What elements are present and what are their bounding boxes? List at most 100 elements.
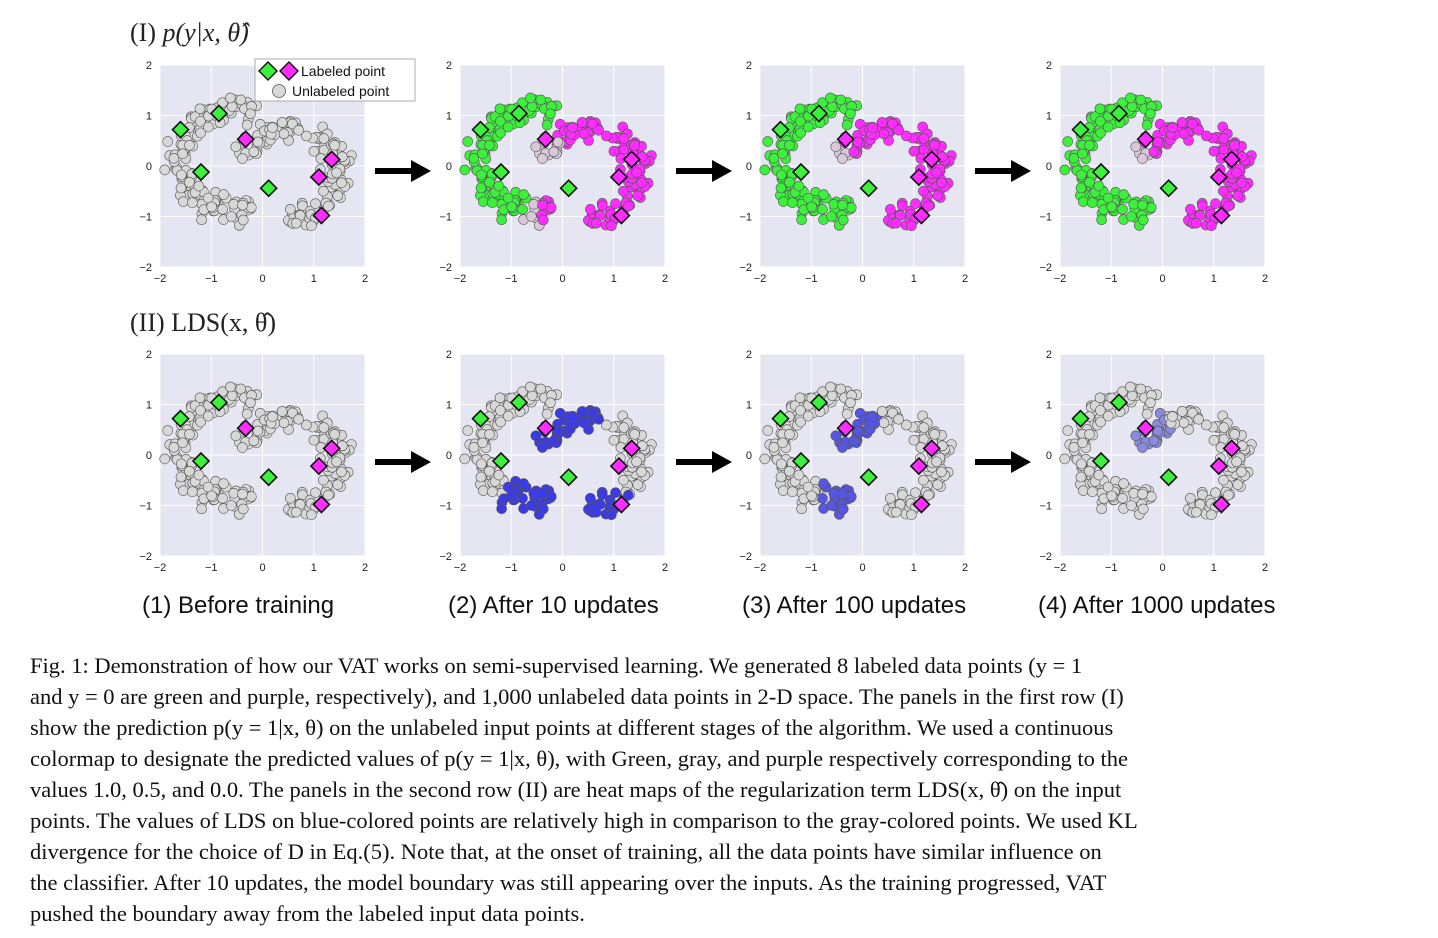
- unlabeled-point: [285, 204, 296, 215]
- labeled-point-magenta: [912, 495, 931, 514]
- unlabeled-point: [817, 204, 828, 215]
- unlabeled-point: [175, 182, 187, 194]
- row-label-II-expr: LDS(x, θ̂): [171, 308, 277, 337]
- row-label-I-roman: (I): [130, 18, 156, 47]
- unlabeled-point: [576, 406, 588, 417]
- x-tick-label: 2: [362, 273, 368, 285]
- unlabeled-point: [548, 146, 560, 158]
- unlabeled-point: [517, 204, 528, 215]
- unlabeled-point: [187, 486, 198, 498]
- unlabeled-point: [225, 92, 236, 104]
- y-tick-label: 0: [1046, 161, 1052, 173]
- unlabeled-point: [636, 177, 647, 189]
- unlabeled-point: [290, 217, 302, 229]
- unlabeled-point: [193, 180, 205, 192]
- unlabeled-point: [537, 214, 549, 226]
- unlabeled-point: [876, 406, 888, 417]
- unlabeled-point: [159, 453, 171, 465]
- y-tick-label: 2: [1046, 349, 1052, 361]
- unlabeled-point: [1223, 200, 1234, 212]
- unlabeled-point: [1218, 133, 1230, 144]
- unlabeled-point: [537, 199, 548, 211]
- unlabeled-point: [293, 413, 304, 425]
- unlabeled-point: [623, 200, 634, 212]
- unlabeled-point: [237, 442, 248, 453]
- unlabeled-point: [218, 478, 229, 489]
- unlabeled-point: [795, 405, 806, 416]
- unlabeled-point: [248, 435, 260, 447]
- unlabeled-point: [494, 392, 506, 404]
- unlabeled-point: [1118, 478, 1129, 489]
- unlabeled-point: [217, 204, 228, 215]
- x-tick-label: −1: [505, 273, 518, 285]
- unlabeled-point: [503, 410, 514, 422]
- labeled-point-magenta: [536, 419, 555, 438]
- y-tick-label: 1: [746, 400, 752, 412]
- scatter-panel-r2-c4: −2 −1 0 1 2 2 1 0 −1 −2: [1039, 349, 1268, 574]
- unlabeled-point: [1106, 201, 1117, 213]
- unlabeled-point: [496, 214, 507, 226]
- caption-line: show the prediction p(y = 1|x, θ) on the…: [30, 715, 1114, 740]
- labeled-point-magenta: [609, 167, 629, 187]
- unlabeled-point: [310, 487, 321, 499]
- unlabeled-point: [784, 465, 795, 477]
- y-tick-label: 2: [146, 349, 152, 361]
- unlabeled-point: [796, 214, 807, 226]
- unlabeled-point: [459, 164, 471, 176]
- unlabeled-point: [787, 197, 798, 209]
- labeled-point-magenta: [1136, 130, 1155, 149]
- y-tick-label: −2: [439, 551, 452, 563]
- unlabeled-point: [495, 416, 506, 428]
- unlabeled-point: [1152, 425, 1164, 437]
- unlabeled-point: [517, 493, 528, 504]
- unlabeled-point: [318, 422, 330, 433]
- labeled-point-green: [809, 104, 829, 123]
- unlabeled-point: [803, 410, 814, 422]
- labeled-point-green: [491, 451, 511, 471]
- unlabeled-point: [226, 101, 238, 112]
- unlabeled-point: [901, 130, 912, 142]
- y-tick-label: −2: [1039, 551, 1052, 563]
- unlabeled-point: [1102, 192, 1114, 204]
- unlabeled-point: [878, 128, 890, 140]
- unlabeled-point: [841, 119, 853, 131]
- unlabeled-point: [301, 419, 312, 431]
- unlabeled-point: [267, 411, 278, 422]
- unlabeled-point: [1232, 190, 1244, 201]
- unlabeled-point: [336, 177, 347, 189]
- labeled-point-magenta: [1222, 439, 1241, 458]
- unlabeled-point: [518, 478, 529, 489]
- x-tick-label: 0: [859, 562, 865, 574]
- legend-labeled-text: Labeled point: [301, 63, 385, 79]
- x-tick-label: 0: [1159, 273, 1165, 285]
- x-tick-label: 0: [259, 562, 265, 574]
- unlabeled-point: [618, 474, 629, 486]
- unlabeled-point: [494, 103, 506, 115]
- unlabeled-point: [867, 411, 878, 422]
- unlabeled-point: [762, 136, 774, 147]
- legend: Labeled point Unlabeled point: [254, 58, 416, 102]
- x-tick-label: −1: [205, 273, 218, 285]
- panel-caption-1: (1) Before training: [142, 592, 335, 619]
- unlabeled-point: [759, 164, 771, 176]
- unlabeled-point: [226, 211, 237, 222]
- unlabeled-point: [1126, 211, 1137, 222]
- labeled-point-green: [509, 393, 529, 412]
- unlabeled-point: [310, 198, 321, 210]
- labeled-point-green: [559, 179, 578, 198]
- unlabeled-point: [462, 136, 474, 147]
- unlabeled-point: [1145, 397, 1156, 409]
- x-tick-label: 1: [611, 562, 617, 574]
- labeled-point-magenta: [612, 206, 631, 225]
- unlabeled-point: [196, 214, 207, 226]
- unlabeled-point: [590, 217, 602, 229]
- unlabeled-point: [1176, 406, 1188, 417]
- unlabeled-point: [1087, 197, 1098, 209]
- unlabeled-point: [606, 509, 617, 521]
- unlabeled-point: [331, 167, 342, 179]
- unlabeled-point: [506, 201, 517, 213]
- x-tick-label: −1: [805, 273, 818, 285]
- caption-line: pushed the boundary away from the labele…: [30, 901, 585, 926]
- unlabeled-point: [478, 196, 489, 207]
- unlabeled-point: [631, 456, 642, 468]
